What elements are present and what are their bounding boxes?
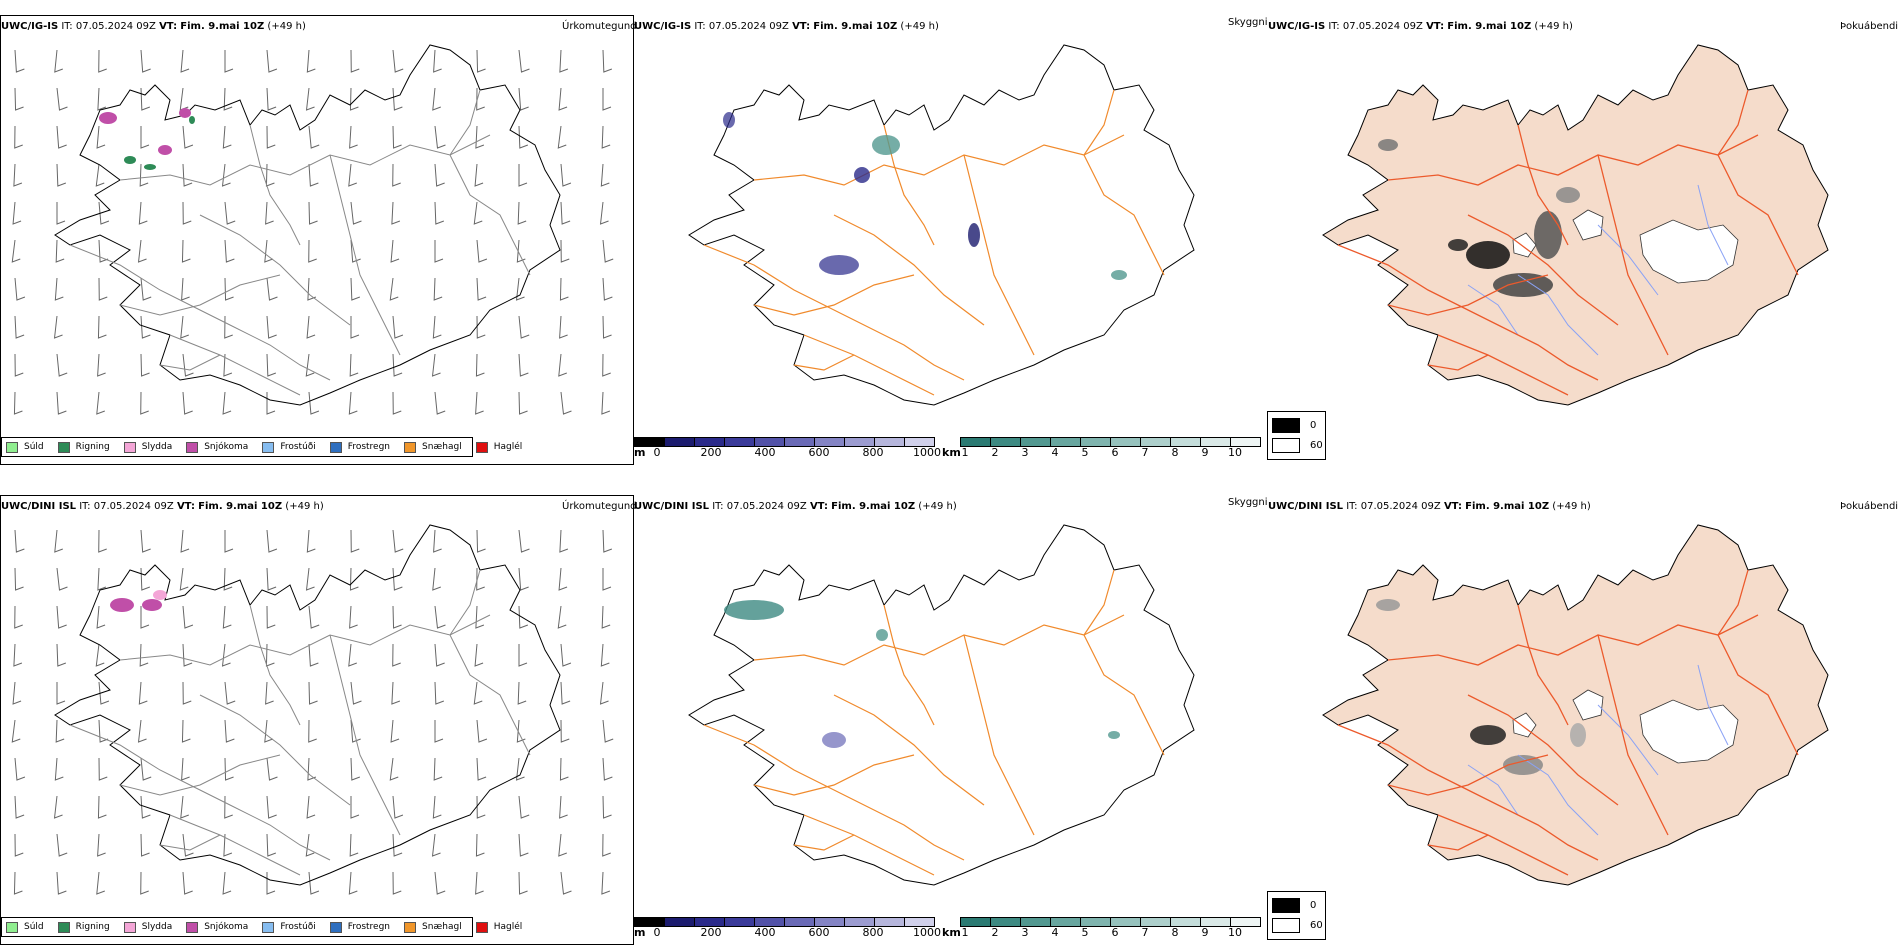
tick-label: 1	[961, 446, 969, 459]
tick-label: 0	[653, 446, 661, 459]
visibility-unit: km	[942, 926, 961, 939]
legend-item: Rigning	[57, 921, 110, 933]
tick-label: 800	[862, 926, 884, 939]
legend-item: Haglél	[475, 441, 522, 453]
visibility-panel-title: Skyggni	[1228, 17, 1268, 28]
tick-label: 3	[1021, 926, 1029, 939]
road-network	[69, 89, 531, 396]
tick-label: 9	[1201, 926, 1209, 939]
tick-label: 10	[1228, 446, 1242, 459]
legend-item: Slydda	[123, 921, 172, 933]
tick-label: 2	[991, 926, 999, 939]
ceiling-unit: m	[634, 446, 646, 459]
iceland-map-fog-1	[1322, 44, 1829, 406]
panel-header-1b: UWC/IG-IS IT: 07.05.2024 09Z VT: Fim. 9.…	[634, 21, 939, 32]
iceland-map-visibility-2	[688, 524, 1195, 886]
tick-label: 5	[1081, 926, 1089, 939]
panel-header-1c: UWC/IG-IS IT: 07.05.2024 09Z VT: Fim. 9.…	[1268, 21, 1573, 32]
legend-item: Súld	[6, 441, 44, 453]
panel-header-2b: UWC/DINI ISL IT: 07.05.2024 09Z VT: Fim.…	[634, 501, 957, 512]
tick-label: 400	[754, 926, 776, 939]
tick-label: 0	[653, 926, 661, 939]
tick-label: 9	[1201, 446, 1209, 459]
visibility-colorbar-2	[960, 917, 1261, 927]
legend-item: Snjókoma	[186, 441, 248, 453]
wind-barbs	[11, 49, 614, 415]
panel-header-2a: UWC/DINI ISL IT: 07.05.2024 09Z VT: Fim.…	[1, 501, 324, 512]
tick-label: 600	[808, 926, 830, 939]
precip-panel-title: Úrkomutegund	[562, 501, 637, 512]
tick-label: 600	[808, 446, 830, 459]
fog-panel-title: Þokuábendi	[1840, 501, 1899, 512]
vt-value: Fim. 9.mai 10Z	[180, 21, 265, 32]
iceland-map-visibility-1	[688, 44, 1195, 406]
it-label: IT:	[61, 21, 73, 32]
fog-legend-2: 0 60	[1267, 891, 1326, 940]
tick-label: 6	[1111, 446, 1119, 459]
precip-panel-2	[0, 495, 634, 945]
legend-item: Frostúði	[262, 441, 316, 453]
legend-item: Slydda	[123, 441, 172, 453]
fog-legend-1: 0 60	[1267, 411, 1326, 460]
lead-time: (+49 h)	[267, 21, 306, 32]
precip-patches	[99, 108, 195, 170]
legend-item: Súld	[6, 921, 44, 933]
it-value: 07.05.2024 09Z	[75, 21, 156, 32]
vt-label: VT:	[159, 21, 178, 32]
tick-label: 5	[1081, 446, 1089, 459]
iceland-map-fog-2	[1322, 524, 1829, 886]
legend-item: Snjókoma	[186, 921, 248, 933]
iceland-map-precip-1	[11, 44, 614, 415]
ceiling-colorbar-2	[634, 917, 935, 927]
visibility-unit: km	[942, 446, 961, 459]
visibility-panel-title: Skyggni	[1228, 497, 1268, 508]
tick-label: 200	[700, 446, 722, 459]
tick-label: 1	[961, 926, 969, 939]
tick-label: 8	[1171, 446, 1179, 459]
tick-label: 2	[991, 446, 999, 459]
panel-header-2c: UWC/DINI ISL IT: 07.05.2024 09Z VT: Fim.…	[1268, 501, 1591, 512]
tick-label: 4	[1051, 446, 1059, 459]
tick-label: 400	[754, 446, 776, 459]
legend-item: Snæhagl	[404, 441, 462, 453]
visibility-patches	[723, 112, 1127, 280]
tick-label: 7	[1141, 446, 1149, 459]
legend-item: Frostregn	[329, 441, 390, 453]
precip-legend-1: Súld Rigning Slydda Snjókoma Frostúði Fr…	[1, 437, 522, 457]
legend-item: Snæhagl	[404, 921, 462, 933]
tick-label: 6	[1111, 926, 1119, 939]
legend-item: Frostúði	[262, 921, 316, 933]
iceland-map-precip-2	[11, 524, 614, 895]
precip-legend-2: Súld Rigning Slydda Snjókoma Frostúði Fr…	[1, 917, 522, 937]
ceiling-unit: m	[634, 926, 646, 939]
precip-panel-1	[0, 15, 634, 465]
panel-header-1a: UWC/IG-IS IT: 07.05.2024 09Z VT: Fim. 9.…	[1, 21, 306, 32]
fog-panel-title: Þokuábendi	[1840, 21, 1899, 32]
tick-label: 1000	[913, 926, 941, 939]
tick-label: 1000	[913, 446, 941, 459]
model-name: UWC/IG-IS	[1, 21, 59, 32]
tick-label: 3	[1021, 446, 1029, 459]
tick-label: 200	[700, 926, 722, 939]
legend-item: Frostregn	[329, 921, 390, 933]
tick-label: 10	[1228, 926, 1242, 939]
precip-panel-title: Úrkomutegund	[562, 21, 637, 32]
visibility-colorbar-1	[960, 437, 1261, 447]
legend-item: Rigning	[57, 441, 110, 453]
tick-label: 4	[1051, 926, 1059, 939]
tick-label: 7	[1141, 926, 1149, 939]
tick-label: 800	[862, 446, 884, 459]
tick-label: 8	[1171, 926, 1179, 939]
ceiling-colorbar-1	[634, 437, 935, 447]
legend-item: Haglél	[475, 921, 522, 933]
